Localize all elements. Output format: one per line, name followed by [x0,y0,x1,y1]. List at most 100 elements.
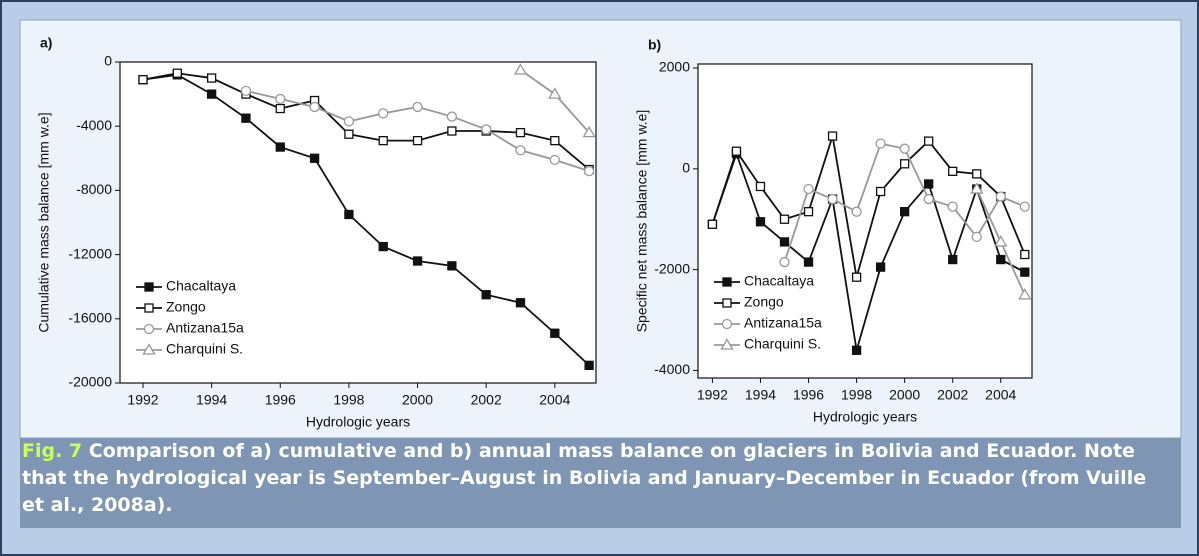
marker [1019,201,1030,212]
y-tick-label: -16000 [68,310,112,326]
marker [720,338,734,350]
marker [144,282,154,292]
marker [827,131,838,141]
marker [996,254,1006,265]
marker [899,159,910,169]
marker [584,360,594,370]
marker [803,207,814,217]
marker [378,108,389,119]
x-tick-label: 1992 [697,387,728,403]
y-tick-label: 0 [104,53,112,69]
y-tick-label: -4000 [654,361,690,377]
marker [515,298,526,308]
y-tick-label: -4000 [76,117,112,133]
marker [144,303,154,313]
marker [948,166,958,177]
legend-label: Antizana15a [744,315,822,331]
caption: Fig. 7 Comparison of a) cumulative and b… [22,438,1172,519]
x-tick-label: 2002 [471,392,502,408]
marker [851,272,862,282]
marker [412,101,423,113]
marker [779,214,790,224]
marker [779,256,790,268]
y-axis-label: Cumulative mass balance [mm w.e] [36,112,52,332]
marker [550,328,560,338]
marker [309,153,320,163]
series-line [142,73,590,367]
marker [707,219,718,229]
x-tick-label: 2004 [539,392,570,408]
marker [1018,288,1032,300]
x-tick-label: 1994 [745,387,776,403]
marker [947,201,958,212]
marker [378,135,388,146]
marker [755,217,766,227]
marker [851,345,862,355]
legend-label: Charquini S. [744,336,821,352]
marker [582,125,596,138]
marker [412,135,423,146]
panel-label: b) [648,37,661,53]
marker [481,124,492,135]
y-tick-label: -20000 [68,374,112,390]
marker [412,256,423,266]
marker [513,63,528,75]
marker [446,111,458,122]
marker [343,116,355,127]
marker [138,75,148,85]
marker [275,103,285,114]
series-line [142,72,590,171]
marker [515,127,526,138]
marker [344,209,354,220]
marker [447,126,457,136]
legend-label: Zongo [744,294,784,310]
y-axis-label: Specific net mass balance [mm w.e] [634,110,650,333]
marker [731,146,742,156]
y-tick-label: -12000 [68,245,112,261]
marker [875,138,886,149]
marker [924,179,934,189]
marker [549,154,560,166]
marker [1020,267,1030,277]
marker [803,257,814,267]
marker [240,85,252,97]
marker [875,186,886,197]
panel-label: a) [40,35,52,51]
y-tick-label: -2000 [654,260,690,276]
caption-text: Comparison of a) cumulative and b) annua… [22,440,1147,516]
marker [583,165,595,177]
marker [548,87,562,99]
marker [206,89,217,99]
marker [779,237,790,247]
x-tick-label: 2000 [889,387,920,403]
marker [970,182,984,194]
marker [275,142,285,152]
marker [995,191,1006,202]
caption-panel [20,438,1181,528]
x-tick-label: 1998 [333,392,364,408]
marker [143,323,155,335]
marker [803,183,814,195]
legend-label: Chacaltaya [166,278,236,294]
marker [972,169,982,179]
x-tick-label: 2000 [402,392,433,408]
marker [827,193,838,205]
legend-label: Chacaltaya [744,273,814,289]
marker [899,207,910,217]
x-tick-label: 2002 [937,387,968,403]
marker [971,231,982,243]
marker [851,206,862,217]
marker [722,298,732,308]
marker [994,235,1008,247]
marker [275,93,286,105]
marker [142,343,156,355]
legend-label: Charquini S. [166,341,243,357]
marker [1020,249,1030,260]
marker [948,254,958,265]
y-tick-label: 2000 [659,59,690,75]
marker [447,261,457,271]
marker [378,241,388,252]
